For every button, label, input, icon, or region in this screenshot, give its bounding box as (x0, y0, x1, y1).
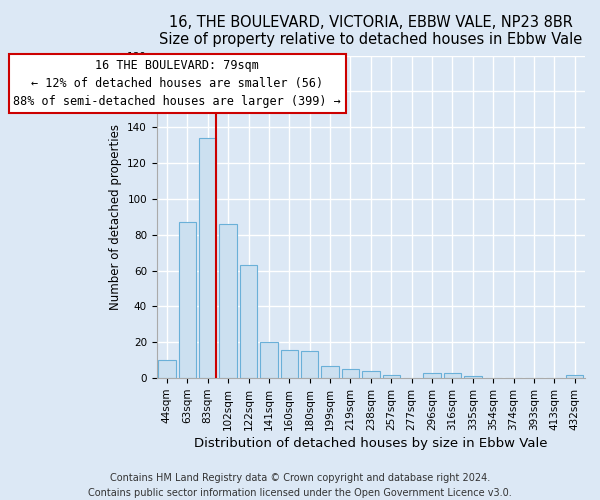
Bar (424, 373, 441, 378)
Bar (566, 374, 583, 378)
Bar (179, 222, 196, 378)
Bar (444, 373, 461, 378)
Bar (383, 374, 400, 378)
Bar (220, 224, 237, 378)
Bar (322, 366, 339, 378)
Y-axis label: Number of detached properties: Number of detached properties (109, 124, 122, 310)
Text: 16 THE BOULEVARD: 79sqm
← 12% of detached houses are smaller (56)
88% of semi-de: 16 THE BOULEVARD: 79sqm ← 12% of detache… (13, 59, 341, 108)
Bar (240, 266, 257, 378)
Bar (158, 360, 176, 378)
Bar (199, 138, 217, 378)
Title: 16, THE BOULEVARD, VICTORIA, EBBW VALE, NP23 8BR
Size of property relative to de: 16, THE BOULEVARD, VICTORIA, EBBW VALE, … (159, 15, 583, 48)
X-axis label: Distribution of detached houses by size in Ebbw Vale: Distribution of detached houses by size … (194, 437, 548, 450)
Bar (281, 350, 298, 378)
Bar (342, 369, 359, 378)
Text: Contains HM Land Registry data © Crown copyright and database right 2024.
Contai: Contains HM Land Registry data © Crown c… (88, 472, 512, 498)
Bar (301, 352, 319, 378)
Bar (464, 376, 482, 378)
Bar (362, 371, 380, 378)
Bar (260, 342, 278, 378)
